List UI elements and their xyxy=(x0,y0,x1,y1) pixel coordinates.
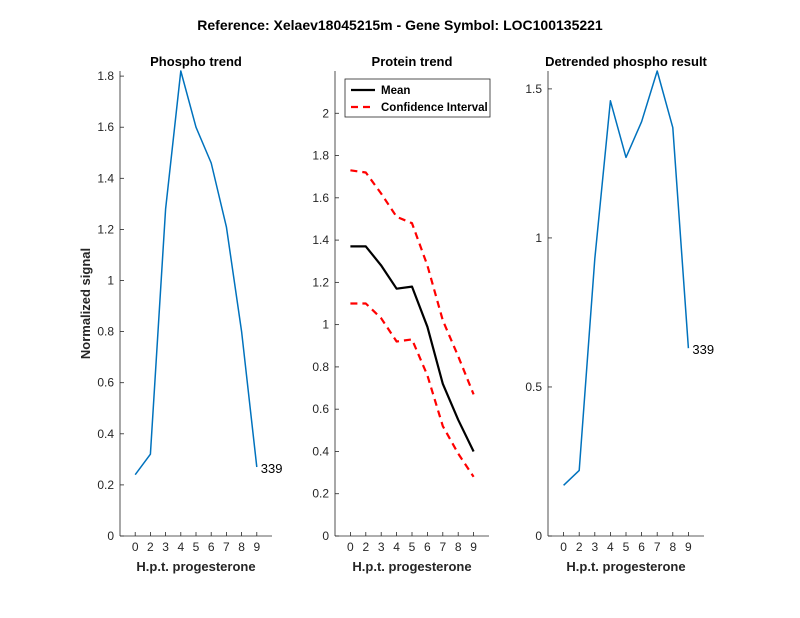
legend-label-ci: Confidence Interval xyxy=(381,102,488,114)
y-tick-label: 1.6 xyxy=(97,120,114,134)
y-tick-label: 0.8 xyxy=(97,325,114,339)
y-tick-label: 1.8 xyxy=(97,69,114,83)
x-tick-label: 3 xyxy=(591,540,598,554)
y-tick-label: 1.2 xyxy=(97,222,114,236)
legend: Mean Confidence Interval xyxy=(344,78,491,118)
y-tick-label: 1.4 xyxy=(312,233,329,247)
y-tick-label: 0.2 xyxy=(312,487,329,501)
series-line-2 xyxy=(350,169,475,395)
x-tick-label: 2 xyxy=(362,540,369,554)
x-tick-label: 4 xyxy=(393,540,400,554)
y-axis-label: Normalized signal xyxy=(78,248,93,359)
x-tick-label: 6 xyxy=(638,540,645,554)
y-tick-label: 0 xyxy=(535,529,542,543)
subplot-title: Detrended phospho result xyxy=(545,54,707,69)
series-line-1 xyxy=(134,70,258,476)
y-tick-label: 1.6 xyxy=(312,191,329,205)
x-tick-label: 9 xyxy=(685,540,692,554)
subplot-title: Phospho trend xyxy=(150,54,242,69)
x-tick-label: 7 xyxy=(654,540,661,554)
y-tick-label: 1 xyxy=(535,231,542,245)
x-tick-label: 3 xyxy=(162,540,169,554)
x-tick-label: 5 xyxy=(623,540,630,554)
y-tick-label: 0.6 xyxy=(97,376,114,390)
legend-box xyxy=(344,78,491,118)
x-tick-label: 6 xyxy=(208,540,215,554)
x-axis-label: H.p.t. progesterone xyxy=(136,559,255,574)
x-tick-label: 0 xyxy=(132,540,139,554)
x-tick-label: 2 xyxy=(147,540,154,554)
series-line-1 xyxy=(563,70,690,486)
y-tick-label: 0.8 xyxy=(312,360,329,374)
y-tick-label: 0.4 xyxy=(97,427,114,441)
x-tick-label: 7 xyxy=(439,540,446,554)
x-tick-label: 0 xyxy=(347,540,354,554)
series-line-3 xyxy=(350,302,475,478)
x-axis-label: H.p.t. progesterone xyxy=(352,559,471,574)
y-tick-label: 2 xyxy=(322,106,329,120)
x-tick-label: 8 xyxy=(238,540,245,554)
series-end-annotation: 339 xyxy=(261,461,283,476)
x-tick-label: 9 xyxy=(253,540,260,554)
subplot-1: Phospho trend 0 0.2 0.4 0.6 0.8 1 1.2 1.4 1.6 1.8 0… xyxy=(78,54,283,574)
y-tick-label: 1 xyxy=(107,274,114,288)
x-tick-label: 6 xyxy=(424,540,431,554)
y-tick-label: 1 xyxy=(322,318,329,332)
y-tick-label: 0.4 xyxy=(312,444,329,458)
y-tick-label: 1.5 xyxy=(525,82,542,96)
y-tick-label: 0.2 xyxy=(97,478,114,492)
subplots: Phospho trend 0 0.2 0.4 0.6 0.8 1 1.2 1.4 1.6 1.8 0… xyxy=(78,54,714,574)
y-tick-label: 0.6 xyxy=(312,402,329,416)
x-tick-label: 3 xyxy=(378,540,385,554)
y-tick-label: 0.5 xyxy=(525,380,542,394)
x-tick-label: 2 xyxy=(576,540,583,554)
x-axis-label: H.p.t. progesterone xyxy=(566,559,685,574)
x-tick-label: 0 xyxy=(560,540,567,554)
legend-label-mean: Mean xyxy=(381,85,410,97)
subplot-2: Protein trend 0 0.2 0.4 0.6 0.8 1 1.2 1.4 1.6 1.8 2… xyxy=(312,54,491,574)
figure-title: Reference: Xelaev18045215m - Gene Symbol… xyxy=(197,17,603,33)
x-tick-label: 4 xyxy=(607,540,614,554)
x-tick-label: 4 xyxy=(177,540,184,554)
x-tick-label: 7 xyxy=(223,540,230,554)
x-tick-label: 8 xyxy=(455,540,462,554)
y-tick-label: 1.4 xyxy=(97,171,114,185)
x-tick-label: 5 xyxy=(193,540,200,554)
y-tick-label: 0 xyxy=(322,529,329,543)
x-tick-label: 5 xyxy=(409,540,416,554)
x-tick-label: 8 xyxy=(669,540,676,554)
x-tick-label: 9 xyxy=(470,540,477,554)
y-tick-label: 1.2 xyxy=(312,275,329,289)
series-end-annotation: 339 xyxy=(692,342,714,357)
y-tick-label: 1.8 xyxy=(312,149,329,163)
y-tick-label: 0 xyxy=(107,529,114,543)
subplot-title: Protein trend xyxy=(372,54,453,69)
